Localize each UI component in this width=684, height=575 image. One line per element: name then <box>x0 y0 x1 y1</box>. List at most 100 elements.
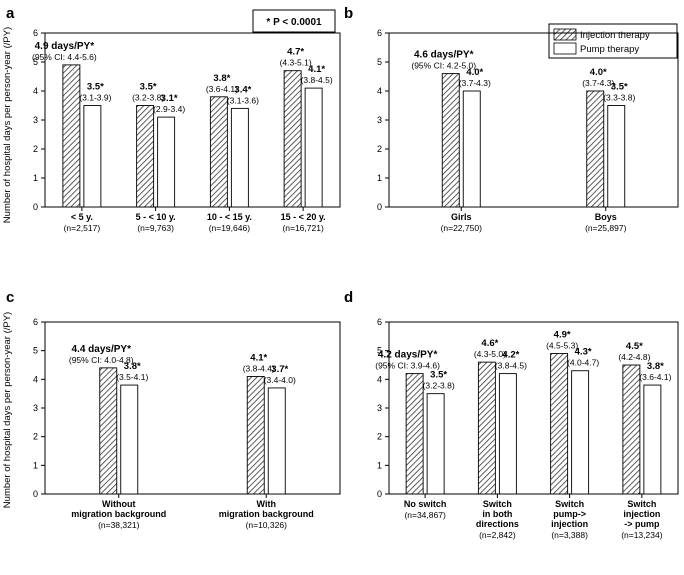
category-n-a-1: (n=9,763) <box>137 223 174 233</box>
legend: Injection therapy Pump therapy <box>548 23 678 59</box>
value-label-b-pump-1: 3.5* <box>611 82 628 93</box>
category-label-a-1: 5 - < 10 y. <box>136 212 176 222</box>
y-tick-label-a-2: 2 <box>33 144 38 154</box>
category-n-a-3: (n=16,721) <box>282 223 324 233</box>
y-tick-label-c-4: 4 <box>33 374 38 384</box>
value-label-a-pump-3: 4.1* <box>308 64 325 75</box>
value-label-c-pump-0: 3.8* <box>124 361 141 372</box>
value-label-d-pump-2: 4.3* <box>575 347 592 358</box>
value-label-d-pump-0: 3.5* <box>430 370 447 381</box>
ci-label-b-pump-0: (3.7-4.3) <box>459 78 491 88</box>
ci-label-c-injection-0: (95% CI: 4.0-4.8) <box>69 355 134 365</box>
y-tick-label-d-1: 1 <box>377 460 382 470</box>
y-tick-label-a-4: 4 <box>33 86 38 96</box>
value-label-d-pump-1: 4.2* <box>502 350 519 361</box>
bar-a-injection-3 <box>283 70 302 208</box>
value-label-c-pump-1: 3.7* <box>271 364 288 375</box>
bar-c-pump-1 <box>267 387 286 495</box>
y-axis-label-top: Number of hospital days per person-year … <box>2 27 13 223</box>
category-n-a-2: (n=19,646) <box>209 223 251 233</box>
y-tick-label-d-0: 0 <box>377 489 382 499</box>
bar-b-injection-0 <box>441 73 460 208</box>
panel-letter-c: c <box>6 289 14 306</box>
category-label-d-0: No switch <box>404 499 447 509</box>
category-label-a-3: 15 - < 20 y. <box>281 212 326 222</box>
bar-c-injection-1 <box>246 376 265 495</box>
category-label-b-0: Girls <box>451 212 472 222</box>
bar-a-pump-0 <box>83 105 102 208</box>
category-label-c-1-line1: migration background <box>219 509 314 519</box>
bar-d-pump-1 <box>498 373 517 495</box>
value-label-a-injection-3: 4.7* <box>287 47 304 58</box>
value-label-b-injection-0: 4.6 days/PY* <box>414 50 474 61</box>
bar-c-pump-0 <box>120 384 139 495</box>
bar-a-pump-1 <box>157 116 176 208</box>
value-label-d-injection-0: 4.2 days/PY* <box>378 350 438 361</box>
value-label-a-injection-2: 3.8* <box>213 73 230 84</box>
legend-swatch-pump <box>553 42 577 55</box>
ci-label-a-injection-0: (95% CI: 4.4-5.6) <box>32 52 97 62</box>
ci-label-c-injection-1: (3.8-4.4) <box>243 363 275 373</box>
ci-label-d-injection-1: (4.3-5.0) <box>474 349 506 359</box>
y-tick-label-b-3: 3 <box>377 115 382 125</box>
category-label-c-0-line1: migration background <box>71 509 166 519</box>
value-label-d-injection-1: 4.6* <box>481 338 498 349</box>
bar-d-pump-0 <box>426 393 445 495</box>
y-tick-label-a-5: 5 <box>33 57 38 67</box>
bar-a-injection-0 <box>62 64 81 208</box>
category-n-d-3: (n=13,234) <box>621 530 663 540</box>
category-n-a-0: (n=2,517) <box>64 223 101 233</box>
ci-label-d-pump-2: (4.0-4.7) <box>567 358 599 368</box>
category-label-a-2: 10 - < 15 y. <box>207 212 252 222</box>
legend-swatch-injection <box>553 28 577 41</box>
bar-d-injection-0 <box>405 373 424 495</box>
category-label-d-1-line1: in both <box>482 509 512 519</box>
y-axis-label-bottom: Number of hospital days per person-year … <box>2 312 13 508</box>
bar-d-pump-2 <box>571 370 590 495</box>
y-tick-label-b-1: 1 <box>377 173 382 183</box>
y-tick-label-d-2: 2 <box>377 432 382 442</box>
category-n-b-0: (n=22,750) <box>441 223 483 233</box>
legend-label-pump: Pump therapy <box>580 44 639 55</box>
category-label-d-3-line1: injection <box>623 509 660 519</box>
category-label-c-1-line0: With <box>257 499 276 509</box>
ci-label-a-injection-1: (3.2-3.8) <box>132 93 164 103</box>
ci-label-d-pump-3: (3.6-4.1) <box>639 372 671 382</box>
y-tick-label-a-0: 0 <box>33 202 38 212</box>
category-n-b-1: (n=25,897) <box>585 223 627 233</box>
y-tick-label-c-1: 1 <box>33 460 38 470</box>
ci-label-a-injection-3: (4.3-5.1) <box>280 58 312 68</box>
bar-d-injection-3 <box>622 364 641 495</box>
category-label-d-2-line1: pump-> <box>553 509 586 519</box>
category-label-b-1: Boys <box>595 212 617 222</box>
bar-b-pump-0 <box>462 90 481 208</box>
panel-letter-a: a <box>6 5 15 22</box>
y-tick-label-b-0: 0 <box>377 202 382 212</box>
ci-label-d-injection-2: (4.5-5.3) <box>546 341 578 351</box>
bar-a-injection-2 <box>209 96 228 208</box>
ci-label-b-injection-1: (3.7-4.3) <box>582 78 614 88</box>
category-n-d-2: (n=3,388) <box>551 530 588 540</box>
bar-a-injection-1 <box>136 105 155 208</box>
value-label-a-pump-1: 3.1* <box>161 93 178 104</box>
value-label-a-pump-2: 3.4* <box>234 84 251 95</box>
ci-label-a-pump-0: (3.1-3.9) <box>79 93 111 103</box>
y-tick-label-a-3: 3 <box>33 115 38 125</box>
bar-b-pump-1 <box>607 105 626 208</box>
y-tick-label-d-6: 6 <box>377 317 382 327</box>
category-label-d-2-line2: injection <box>551 519 588 529</box>
value-label-d-pump-3: 3.8* <box>647 361 664 372</box>
category-label-d-1-line0: Switch <box>483 499 512 509</box>
category-label-a-0: < 5 y. <box>71 212 93 222</box>
panel-b: b 0 1 2 3 4 5 6 Girls(n=22,750) 4.6 days/PY*(95% … <box>344 5 679 233</box>
bar-b-injection-1 <box>586 90 605 208</box>
category-label-d-3-line2: -> pump <box>624 519 660 529</box>
value-label-a-injection-0: 4.9 days/PY* <box>35 41 95 52</box>
y-tick-label-b-5: 5 <box>377 57 382 67</box>
value-label-a-injection-1: 3.5* <box>140 82 157 93</box>
bar-d-injection-1 <box>477 361 496 495</box>
